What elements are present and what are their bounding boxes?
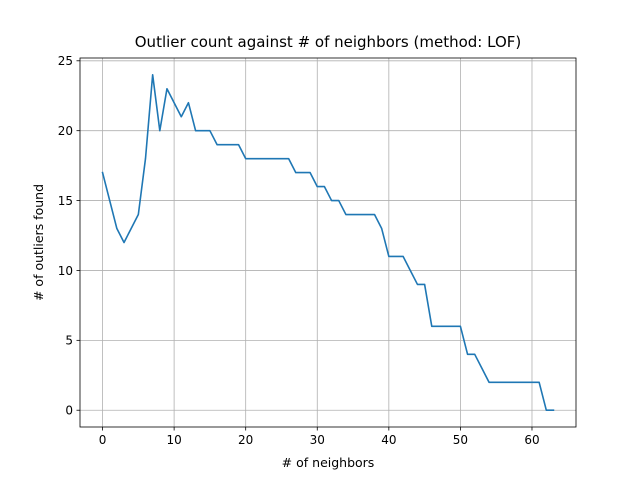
x-tick-label: 40	[381, 433, 396, 447]
x-tick-label: 50	[453, 433, 468, 447]
y-tick-label: 15	[58, 194, 73, 208]
y-tick-label: 0	[65, 404, 73, 418]
x-axis-label: # of neighbors	[282, 455, 375, 470]
y-tick-label: 25	[58, 54, 73, 68]
x-tick-label: 60	[524, 433, 539, 447]
y-tick-label: 10	[58, 264, 73, 278]
chart-title: Outlier count against # of neighbors (me…	[135, 33, 521, 51]
x-tick-label: 10	[166, 433, 181, 447]
x-tick-label: 30	[310, 433, 325, 447]
x-tick-label: 0	[99, 433, 107, 447]
x-tick-label: 20	[238, 433, 253, 447]
y-tick-label: 5	[65, 334, 73, 348]
y-axis-label: # of outliers found	[31, 184, 46, 301]
y-tick-label: 20	[58, 124, 73, 138]
